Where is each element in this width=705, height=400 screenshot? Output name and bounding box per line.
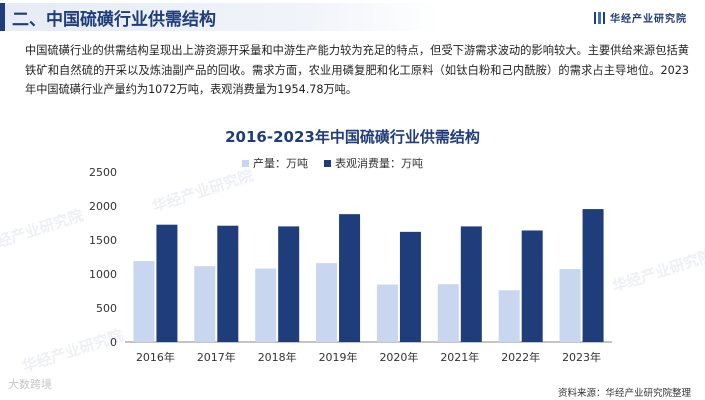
- y-tick-label: 500: [96, 302, 117, 315]
- x-tick-label: 2023年: [562, 350, 601, 364]
- bar-consumption: [399, 231, 421, 342]
- x-tick-label: 2020年: [379, 350, 418, 364]
- chart-title: 2016-2023年中国硫磺行业供需结构: [225, 128, 480, 146]
- legend-item-consumption: 表观消费量：万吨: [324, 155, 423, 171]
- bar-consumption: [156, 224, 178, 342]
- bar-consumption: [521, 230, 543, 342]
- page-title: 二、中国硫磺行业供需结构: [12, 10, 216, 30]
- source-note: 资料来源：华经产业研究院整理: [557, 388, 691, 399]
- bar-production: [559, 269, 581, 342]
- bar-consumption: [278, 226, 300, 342]
- bar-production: [437, 284, 459, 342]
- bar-production: [316, 263, 338, 342]
- y-tick-label: 1500: [89, 234, 117, 247]
- bar-consumption: [582, 209, 604, 342]
- y-tick-label: 0: [110, 336, 117, 349]
- legend-swatch-consumption: [324, 159, 331, 167]
- header-accent: [0, 3, 5, 31]
- x-tick-label: 2017年: [197, 350, 236, 364]
- bar-production: [376, 284, 398, 342]
- bar-consumption: [217, 225, 239, 342]
- x-tick-label: 2022年: [501, 350, 540, 364]
- header: 二、中国硫磺行业供需结构 华经产业研究院: [0, 0, 705, 34]
- x-tick-label: 2018年: [258, 350, 297, 364]
- header-band: [0, 3, 440, 31]
- legend-swatch-production: [242, 159, 249, 167]
- brand-name: 华经产业研究院: [610, 14, 687, 25]
- bar-production: [133, 261, 155, 342]
- y-tick-label: 2500: [89, 166, 117, 179]
- bar-consumption: [339, 214, 361, 342]
- x-tick-label: 2021年: [440, 350, 479, 364]
- chart-legend: 产量：万吨 表观消费量：万吨: [242, 155, 423, 171]
- x-tick-label: 2019年: [319, 350, 358, 364]
- legend-label-production: 产量：万吨: [253, 157, 308, 170]
- bar-production: [255, 268, 277, 342]
- x-tick-label: 2016年: [136, 350, 175, 364]
- brand-logo-icon: [594, 11, 605, 24]
- y-tick-label: 1000: [89, 268, 117, 281]
- intro-paragraph: 中国硫磺行业的供需结构呈现出上游资源开采量和中游生产能力较为充足的特点，但受下游…: [25, 44, 689, 96]
- bar-production: [498, 290, 520, 342]
- bar-consumption: [460, 226, 482, 342]
- legend-label-consumption: 表观消费量：万吨: [335, 157, 423, 170]
- brand: 华经产业研究院: [594, 10, 687, 25]
- bar-production: [194, 266, 216, 342]
- logo-watermark: 大数跨境: [8, 378, 52, 391]
- legend-item-production: 产量：万吨: [242, 155, 308, 171]
- y-tick-label: 2000: [89, 200, 117, 213]
